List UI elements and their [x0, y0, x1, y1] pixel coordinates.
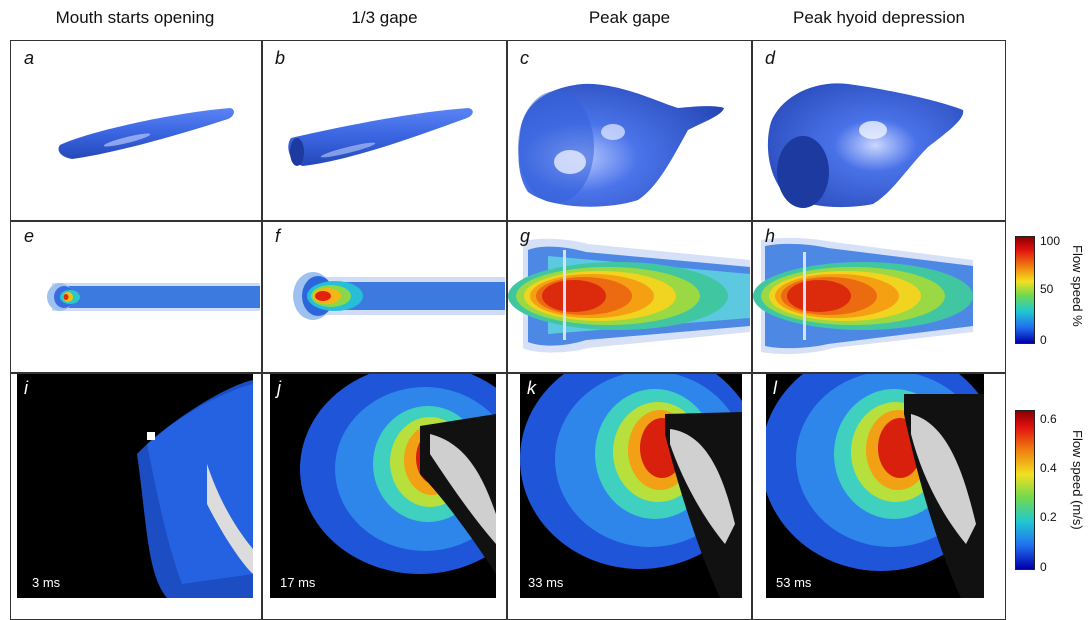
- grid-divider: [261, 40, 263, 620]
- colorbar-speed-title: Flow speed (m/s): [1070, 430, 1085, 530]
- time-label-k: 33 ms: [528, 575, 564, 590]
- time-label-i: 3 ms: [32, 575, 61, 590]
- flow-field-h: [753, 222, 1004, 370]
- grid-divider: [751, 40, 753, 620]
- panel-label-f: f: [275, 226, 281, 246]
- colorbar-speed-tick: 0: [1040, 560, 1047, 574]
- colorbar-percent-title: Flow speed %: [1070, 245, 1085, 327]
- panel-label-e: e: [24, 226, 35, 246]
- flow-field-g: [508, 222, 750, 370]
- grid-divider: [10, 372, 1006, 374]
- colorbar-speed-tick: 0.2: [1040, 510, 1057, 524]
- panel-label-h: h: [765, 226, 776, 246]
- colorbar-speed-tick: 0.6: [1040, 412, 1057, 426]
- piv-image-i: [17, 374, 253, 598]
- surface-model-c: [508, 42, 750, 219]
- surface-model-b: [263, 42, 505, 219]
- colorbar-percent-tick: 0: [1040, 333, 1047, 347]
- colorbar-speed: [1015, 410, 1035, 570]
- piv-image-k: [520, 374, 742, 598]
- time-label-l: 53 ms: [776, 575, 812, 590]
- colorbar-percent: [1015, 236, 1035, 344]
- panel-label-j: j: [277, 378, 281, 398]
- grid-divider: [506, 40, 508, 620]
- surface-model-d: [753, 42, 1004, 219]
- panel-label-d: d: [765, 48, 776, 68]
- column-title-2: 1/3 gape: [351, 8, 418, 27]
- panel-label-g: g: [520, 226, 531, 246]
- piv-image-j: [270, 374, 496, 598]
- flow-field-f: [263, 222, 505, 370]
- panel-label-b: b: [275, 48, 286, 68]
- surface-model-a: [12, 42, 260, 219]
- time-label-j: 17 ms: [280, 575, 316, 590]
- panel-label-c: c: [520, 48, 529, 68]
- colorbar-percent-tick: 100: [1040, 234, 1061, 248]
- flow-field-e: [12, 222, 260, 370]
- column-title-1: Mouth starts opening: [55, 8, 215, 27]
- panel-label-i: i: [24, 378, 28, 398]
- grid-divider: [10, 220, 1006, 222]
- panel-label-l: l: [773, 378, 777, 398]
- piv-image-l: [766, 374, 984, 598]
- panel-label-a: a: [24, 48, 35, 68]
- colorbar-percent-tick: 50: [1040, 282, 1054, 296]
- panel-label-k: k: [527, 378, 536, 398]
- colorbar-speed-tick: 0.4: [1040, 461, 1057, 475]
- column-title-4: Peak hyoid depression: [792, 8, 965, 27]
- column-title-3: Peak gape: [588, 8, 671, 27]
